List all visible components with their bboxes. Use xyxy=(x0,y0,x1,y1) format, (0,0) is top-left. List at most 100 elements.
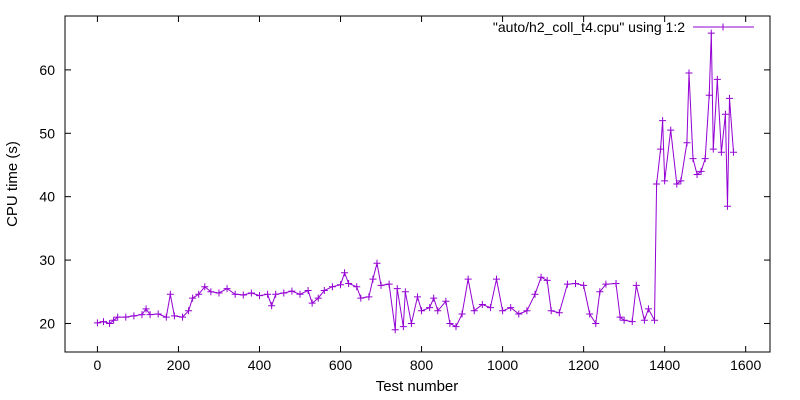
data-point-marker xyxy=(385,280,393,288)
data-point-marker xyxy=(320,287,328,295)
data-point-marker xyxy=(341,269,349,277)
data-point-marker xyxy=(434,307,442,315)
data-point-marker xyxy=(106,319,114,327)
data-point-marker xyxy=(493,275,501,283)
data-point-marker xyxy=(717,148,725,156)
data-point-marker xyxy=(572,280,580,288)
data-point-marker xyxy=(142,305,150,313)
data-point-marker xyxy=(247,289,255,297)
data-point-marker xyxy=(377,281,385,289)
data-point-marker xyxy=(640,316,648,324)
data-point-marker xyxy=(685,69,693,77)
legend-marker-sample xyxy=(719,23,727,31)
data-point-marker xyxy=(308,299,316,307)
x-tick-label: 1000 xyxy=(487,357,518,373)
data-point-marker xyxy=(442,297,450,305)
data-point-marker xyxy=(586,310,594,318)
data-point-marker xyxy=(399,323,407,331)
x-tick-label: 1200 xyxy=(568,357,599,373)
data-point-marker xyxy=(721,110,729,118)
data-point-marker xyxy=(705,91,713,99)
data-point-marker xyxy=(162,313,170,321)
legend-label: "auto/h2_coll_t4.cpu" using 1:2 xyxy=(493,19,685,35)
x-tick-label: 1400 xyxy=(649,357,680,373)
series-layer xyxy=(93,29,738,334)
data-point-marker xyxy=(314,294,322,302)
data-point-marker xyxy=(707,29,715,37)
x-tick-label: 600 xyxy=(329,357,353,373)
data-point-marker xyxy=(547,307,555,315)
data-point-marker xyxy=(430,294,438,302)
x-tick-label: 800 xyxy=(410,357,434,373)
data-point-marker xyxy=(543,276,551,284)
data-point-marker xyxy=(446,319,454,327)
data-point-marker xyxy=(596,288,604,296)
data-point-marker xyxy=(255,292,263,300)
data-point-marker xyxy=(272,290,280,298)
y-tick-label: 50 xyxy=(39,125,55,141)
data-point-marker xyxy=(628,318,636,326)
data-point-marker xyxy=(414,293,421,301)
data-point-marker xyxy=(223,285,231,293)
data-point-marker xyxy=(602,280,610,288)
data-point-marker xyxy=(231,290,239,298)
data-point-marker xyxy=(130,312,138,320)
data-point-marker xyxy=(667,126,675,134)
data-point-marker xyxy=(304,287,312,295)
axis-ticks: 0 200 400 600 800 1000 1200 1400 1600 20 30 40 50 60 xyxy=(39,16,770,373)
data-point-marker xyxy=(537,273,545,281)
data-point-marker xyxy=(154,310,162,318)
data-point-marker xyxy=(693,170,701,178)
data-point-marker xyxy=(426,304,434,312)
data-point-marker xyxy=(195,290,203,298)
data-point-marker xyxy=(337,281,345,289)
data-point-marker xyxy=(659,117,667,125)
data-point-marker xyxy=(407,319,415,327)
data-point-marker xyxy=(288,287,296,295)
data-point-marker xyxy=(709,145,717,153)
x-axis-label: Test number xyxy=(376,378,459,395)
data-point-marker xyxy=(644,305,652,313)
data-point-marker xyxy=(328,283,336,291)
x-tick-label: 1600 xyxy=(730,357,761,373)
data-point-marker xyxy=(345,280,353,288)
data-point-marker xyxy=(207,288,215,296)
data-point-marker xyxy=(393,285,401,293)
data-point-marker xyxy=(651,316,659,324)
data-point-marker xyxy=(616,313,624,321)
legend: "auto/h2_coll_t4.cpu" using 1:2 xyxy=(493,19,754,35)
x-tick-label: 0 xyxy=(94,357,102,373)
data-point-marker xyxy=(499,307,507,315)
data-point-marker xyxy=(418,307,426,315)
data-point-marker xyxy=(179,313,186,321)
data-point-marker xyxy=(122,313,130,321)
data-point-marker xyxy=(580,281,588,289)
data-point-marker xyxy=(725,94,733,102)
data-point-marker xyxy=(357,294,365,302)
data-point-marker xyxy=(701,155,709,163)
data-point-marker xyxy=(592,319,600,327)
data-point-marker xyxy=(563,280,571,288)
data-point-marker xyxy=(723,202,731,210)
x-tick-label: 200 xyxy=(167,357,191,373)
x-tick-label: 400 xyxy=(248,357,272,373)
data-point-marker xyxy=(683,139,691,147)
data-point-marker xyxy=(555,309,563,317)
data-point-marker xyxy=(99,318,107,326)
data-point-marker xyxy=(93,319,101,327)
data-point-marker xyxy=(166,290,174,298)
data-point-marker xyxy=(296,290,304,298)
y-tick-label: 20 xyxy=(39,315,55,331)
y-tick-label: 60 xyxy=(39,62,55,78)
data-point-marker xyxy=(486,304,494,312)
data-point-marker xyxy=(653,180,661,188)
data-point-marker xyxy=(661,177,669,185)
data-point-marker xyxy=(730,148,738,156)
data-point-marker xyxy=(365,293,373,301)
data-point-marker xyxy=(391,326,399,334)
data-point-marker xyxy=(470,307,478,315)
data-point-marker xyxy=(612,280,620,288)
data-point-marker xyxy=(452,323,460,331)
data-point-marker xyxy=(268,302,276,310)
